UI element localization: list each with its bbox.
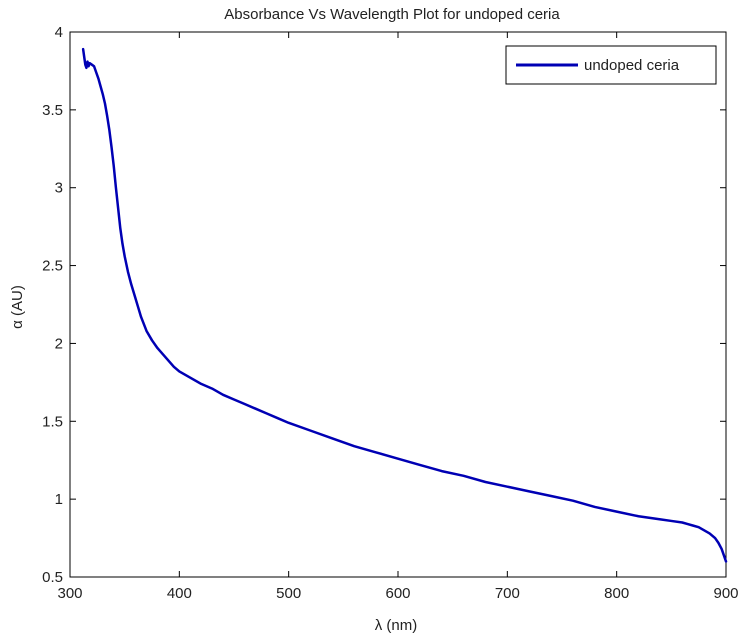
chart-title: Absorbance Vs Wavelength Plot for undope…: [224, 6, 560, 23]
x-tick-labels: 300 400 500 600 700 800 900: [57, 585, 738, 602]
y-tick-label: 2: [55, 335, 63, 352]
series-line: [81, 47, 728, 563]
y-tick-label: 1.5: [42, 413, 63, 430]
y-tick-label: 3.5: [42, 102, 63, 119]
y-axis-label: α (AU): [9, 285, 26, 329]
x-tick-label: 700: [495, 585, 520, 602]
y-tick-labels: 0.5 1 1.5 2 2.5 3 3.5 4: [42, 24, 63, 586]
plot-area: [69, 31, 727, 578]
tick-marks: [69, 31, 727, 578]
y-tick-label: 1: [55, 491, 63, 508]
x-tick-label: 400: [167, 585, 192, 602]
x-tick-label: 600: [385, 585, 410, 602]
y-tick-label: 4: [55, 24, 63, 41]
x-axis-label: λ (nm): [375, 617, 418, 634]
x-tick-label: 800: [604, 585, 629, 602]
y-tick-label: 0.5: [42, 569, 63, 586]
y-tick-label: 3: [55, 180, 63, 197]
legend-label: undoped ceria: [584, 57, 680, 74]
x-tick-label: 900: [713, 585, 738, 602]
x-tick-label: 300: [57, 585, 82, 602]
x-tick-label: 500: [276, 585, 301, 602]
y-tick-label: 2.5: [42, 258, 63, 275]
series-layer: [81, 47, 728, 563]
legend: undoped ceria: [505, 45, 717, 85]
